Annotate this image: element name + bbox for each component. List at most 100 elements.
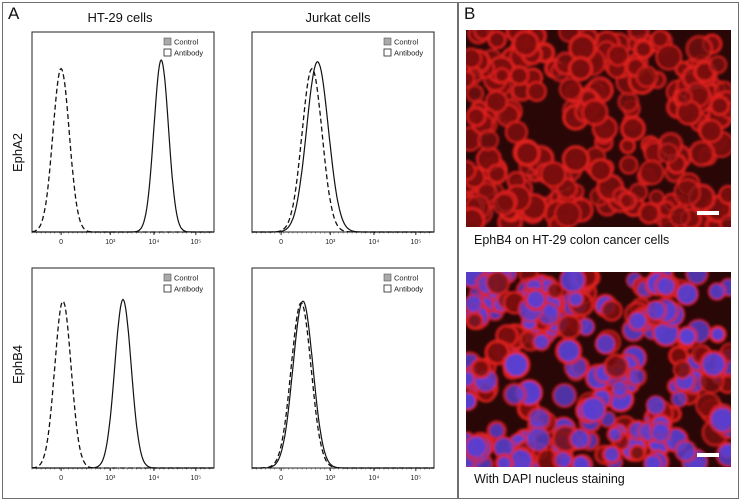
histogram-ht29-ephb4: 0 10³ 10⁴ 10⁵ Control Antibody [31,267,215,482]
cell [568,56,593,82]
legend-swatch-control [383,37,392,46]
cell [485,272,510,295]
cell [493,67,511,84]
x-tick-label: 10⁵ [190,475,201,482]
cell [645,299,667,322]
cell [570,454,591,467]
caption-ephb4: EphB4 on HT-29 colon cancer cells [474,233,670,247]
cell [643,454,663,467]
cell [526,81,547,102]
column-title-ht29: HT-29 cells [87,10,153,25]
x-tick-label: 10³ [325,475,336,482]
cell [627,30,650,43]
panel-b-letter: B [464,4,476,23]
cell [651,30,670,48]
cell [504,120,529,144]
cell [466,159,477,182]
cell [546,282,564,300]
x-tick-label: 0 [59,239,63,246]
cell [645,395,667,416]
plot-frame [31,267,215,469]
cell [601,444,622,465]
cell [685,272,709,286]
row-label-epha2: EphA2 [10,132,25,172]
cell [470,357,492,379]
micrograph-cells-dapi [466,272,731,467]
control-histogram-line [252,302,434,469]
cell [466,293,484,314]
scale-bar [697,453,719,457]
cell [466,435,488,459]
micrograph-cells-ephb4 [466,30,731,227]
legend-swatch-control [163,273,172,282]
control-histogram-line [252,67,434,233]
x-tick-label: 0 [279,475,283,482]
legend-swatch-antibody [383,48,392,57]
legend-swatch-antibody [383,284,392,293]
legend-swatch-control [163,37,172,46]
cell [670,389,689,408]
histogram-ht29-epha2: 0 10³ 10⁴ 10⁵ Control Antibody [31,31,215,246]
cell [668,205,691,227]
x-tick-label: 10³ [105,239,116,246]
cell [718,184,731,205]
cell [473,30,493,41]
panel-a-letter: A [8,4,20,23]
cell [580,396,607,423]
cell [486,163,508,185]
cell [708,55,728,75]
cell [620,115,646,142]
cell [477,129,500,152]
cell [617,91,640,113]
cell [512,30,540,58]
caption-dapi: With DAPI nucleus staining [474,472,625,486]
x-tick-label: 10³ [325,239,336,246]
cell [554,337,583,365]
cell [484,90,508,114]
legend-label-control: Control [174,274,199,283]
cell [561,145,590,174]
cell [675,282,699,306]
cell [603,353,630,380]
cell [588,158,613,183]
plot-frame [251,267,435,469]
x-tick-label: 10⁵ [190,239,201,246]
legend-label-antibody: Antibody [394,285,423,294]
cell [657,142,679,164]
cell [567,290,585,308]
cell [638,202,661,225]
cell [466,47,483,70]
histogram-jurkat-ephb4: 0 10³ 10⁴ 10⁵ Control Antibody [251,267,435,482]
x-tick-label: 10⁵ [410,239,421,246]
cell [675,88,693,106]
cell [628,444,647,462]
x-tick-label: 10⁴ [149,239,160,246]
plot-frame [31,31,215,233]
cell [606,425,624,444]
cell [484,339,511,366]
legend-swatch-antibody [163,284,172,293]
cell [466,206,486,227]
cell [633,38,654,60]
cell [627,310,649,332]
x-tick-label: 0 [59,475,63,482]
cell [619,155,639,175]
legend-label-control: Control [174,38,199,47]
cell [487,30,507,50]
cell [674,439,698,463]
legend-swatch-control [383,273,392,282]
legend-label-control: Control [394,274,419,283]
panel-a-frame [2,2,458,499]
cell [709,95,730,116]
micrograph-dapi [466,272,731,467]
cell [600,299,623,322]
row-label-ephb4: EphB4 [10,344,25,384]
cell [554,200,582,227]
cell [676,326,698,347]
cell [708,325,727,344]
micrograph-ephb4 [466,30,731,227]
cell [494,453,514,467]
cell [501,350,531,379]
cell [466,69,476,89]
cell [502,382,527,407]
